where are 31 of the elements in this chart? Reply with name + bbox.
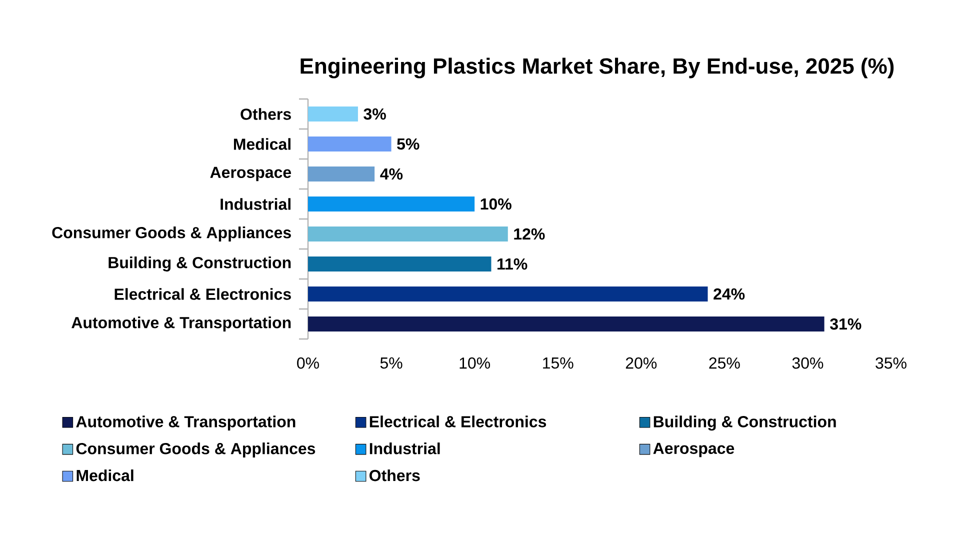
legend-label: Aerospace [653,442,734,458]
data-label: 31% [830,318,862,330]
y-tick-label: Consumer Goods & Appliances [52,226,291,242]
legend-label: Building & Construction [654,416,836,431]
data-label: 3% [364,108,386,120]
y-tick-label: Medical [234,138,290,150]
x-tick-label: 10% [460,357,490,369]
data-label: 24% [714,288,745,300]
data-label: 4% [380,168,403,180]
data-label: 5% [397,138,420,150]
x-tick-label: 20% [626,357,657,369]
data-label: 12% [514,228,545,240]
y-tick-label: Electrical & Electronics [114,288,291,300]
legend-label: Medical [76,469,134,482]
data-label: 11% [498,258,528,270]
legend-label: Industrial [370,442,440,454]
x-tick-label: 5% [380,357,402,369]
x-tick-label: 25% [709,357,740,369]
chart-title: Engineering Plastics Market Share, By End-use, 2025 (%) [300,58,894,78]
legend-label: Others [370,469,420,482]
x-tick-label: 35% [876,357,906,369]
y-tick-label: Aerospace [210,166,292,182]
y-tick-label: Building & Construction [108,256,291,272]
data-label: 10% [480,198,512,210]
y-tick-label: Industrial [220,198,290,210]
x-tick-label: 0% [297,357,319,369]
y-tick-label: Automotive & Transportation [72,316,291,332]
x-tick-label: 15% [543,357,574,369]
x-tick-label: 30% [792,357,824,369]
legend-label: Electrical & Electronics [370,416,546,428]
y-tick-label: Others [240,108,291,120]
